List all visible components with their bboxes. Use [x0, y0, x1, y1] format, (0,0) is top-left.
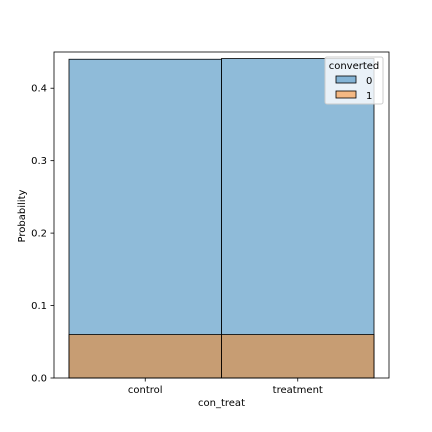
y-tick-label: 0.0	[31, 374, 47, 385]
bars-layer	[68, 58, 375, 379]
axes-layer	[53, 51, 390, 379]
bar-converted-0-control	[68, 58, 222, 379]
x-axis-label: con_treat	[198, 398, 245, 409]
legend-title: converted	[329, 61, 380, 72]
x-tick-label-control: control	[128, 385, 163, 396]
y-tick-label: 0.3	[31, 156, 47, 167]
ticks-layer: 0.0 0.1 0.2 0.3 0.4 control treatment	[31, 84, 323, 396]
bar-converted-1-treatment	[221, 334, 375, 379]
y-tick-label: 0.2	[31, 229, 47, 240]
legend-swatch-converted-1	[335, 90, 357, 99]
y-tick-label: 0.1	[31, 301, 47, 312]
legend-swatch-converted-0	[335, 75, 357, 84]
plot-frame	[53, 51, 390, 379]
bar-converted-1-control	[68, 334, 222, 379]
legend-label-converted-1: 1	[366, 91, 372, 102]
legend-label-converted-0: 0	[366, 76, 372, 87]
x-tick-label-treatment: treatment	[273, 385, 323, 396]
bar-converted-0-treatment	[221, 58, 375, 379]
y-tick-label: 0.4	[31, 84, 47, 95]
legend: converted 0 1	[324, 56, 384, 105]
y-axis-label: Probability	[17, 189, 28, 242]
